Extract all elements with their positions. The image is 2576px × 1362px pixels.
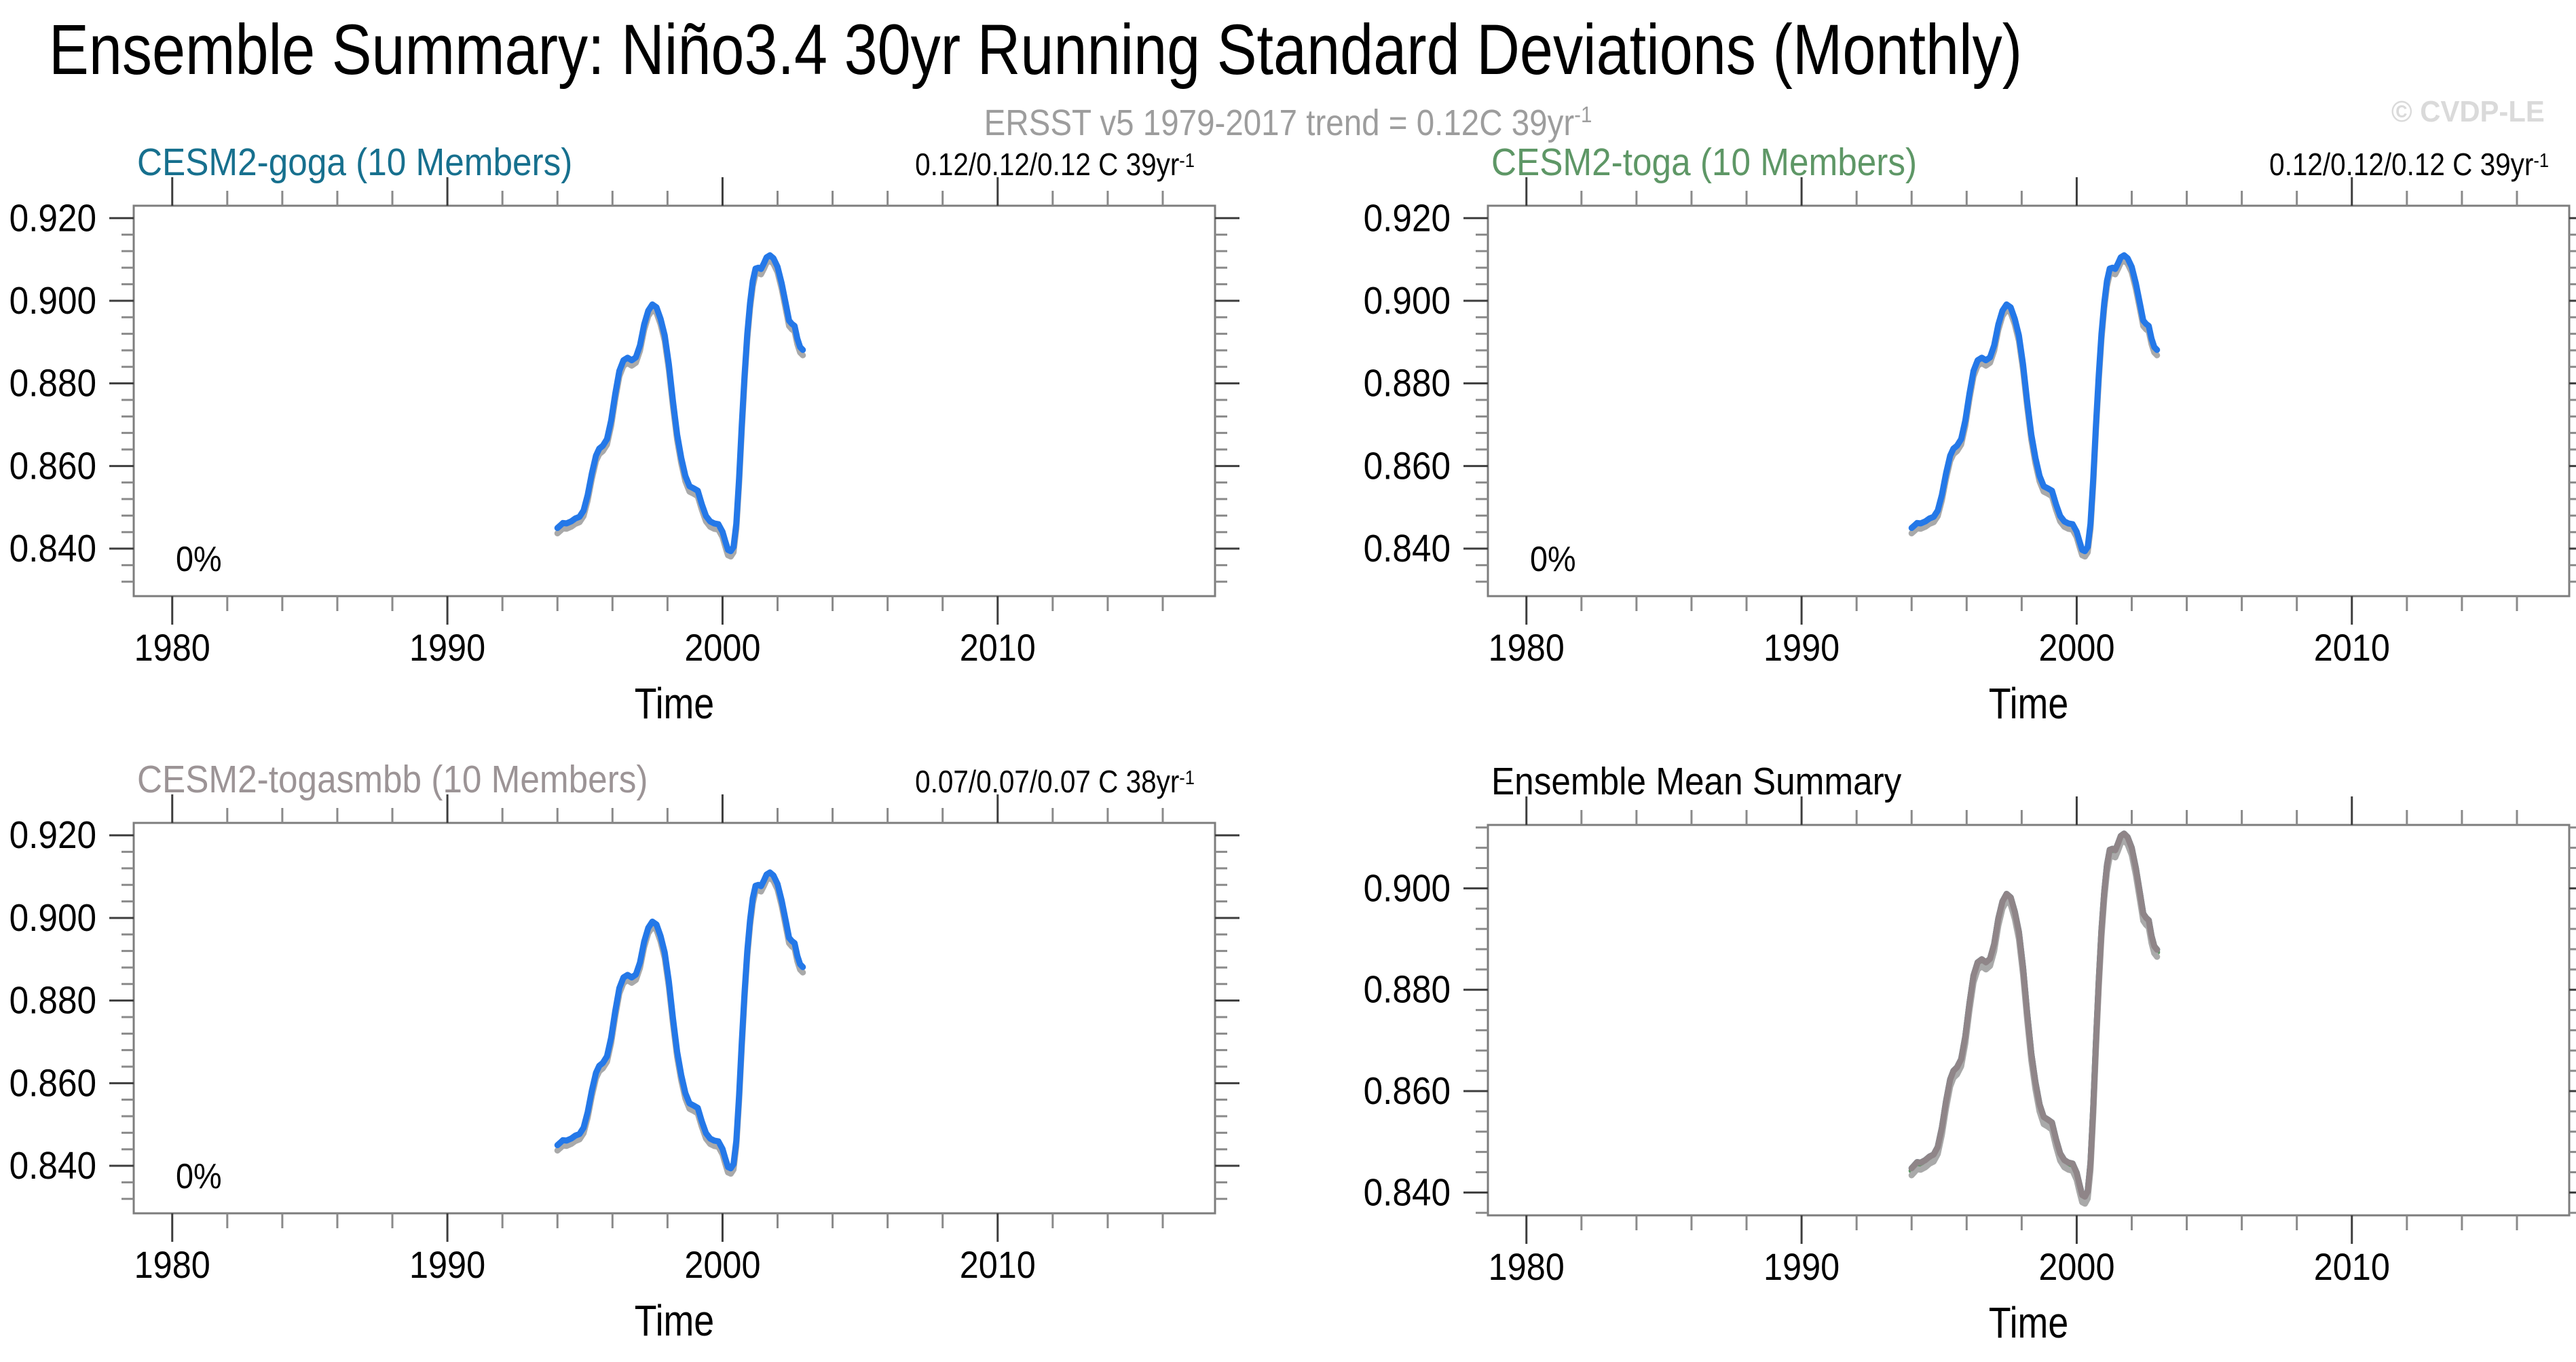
y-axis-tick-label: 0.880	[10, 362, 96, 405]
x-axis-tick-label: 2000	[2038, 1247, 2114, 1289]
series-line-ersst-v5-observations	[554, 257, 806, 560]
x-axis-tick-label: 1990	[409, 627, 485, 669]
x-axis-tick-label: 1980	[134, 627, 210, 669]
y-axis-tick-label: 0.920	[1364, 197, 1451, 240]
panel-title: CESM2-toga (10 Members)	[1491, 141, 1917, 184]
trend-annotation: 0.07/0.07/0.07 C 38yr-1	[915, 765, 1195, 800]
y-axis-tick-label: 0.900	[10, 279, 96, 322]
panel-cesm2-togasmbb: 1980 1990 2000 2010 0.840 0.860 0.880 0.900 0.92…	[10, 758, 1239, 1346]
panel-ensemble-mean-summary: 1980 1990 2000 2010 0.840 0.860 0.880 0.900 Ense…	[1364, 760, 2576, 1348]
corner-label-percent: 0%	[176, 1157, 222, 1196]
panel-title: CESM2-goga (10 Members)	[137, 141, 572, 184]
y-axis-tick-label: 0.920	[10, 197, 96, 240]
trend-annotation: 0.12/0.12/0.12 C 39yr-1	[2269, 148, 2549, 183]
series-line-ersst-v5-observations	[554, 875, 806, 1177]
corner-label-percent: 0%	[176, 540, 222, 579]
plot-area-frame	[1487, 204, 2571, 597]
y-axis-tick-label: 0.840	[10, 1145, 96, 1188]
x-axis-tick-label: 2000	[684, 627, 760, 669]
x-axis-tick-label: 1980	[1489, 627, 1565, 669]
y-axis-tick-label: 0.880	[10, 979, 96, 1022]
plot-area-frame	[132, 822, 1216, 1215]
x-axis-tick-label: 2000	[2038, 627, 2114, 669]
x-axis-tick-label: 1980	[134, 1245, 210, 1287]
series-line-cesm2-togasmbb-ensemble-mean	[554, 869, 806, 1172]
x-axis-title: Time	[1989, 1298, 2068, 1348]
y-axis-tick-label: 0.860	[10, 445, 96, 487]
figure-subtitle: ERSST v5 1979-2017 trend = 0.12C 39yr-1	[155, 102, 2422, 144]
trend-annotation: 0.12/0.12/0.12 C 39yr-1	[915, 148, 1195, 183]
panel-cesm2-goga: 1980 1990 2000 2010 0.840 0.860 0.880 0.900 0.92…	[10, 141, 1239, 729]
subtitle-text: ERSST v5 1979-2017 trend = 0.12C 39yr	[984, 103, 1575, 143]
panel-cesm2-toga: 1980 1990 2000 2010 0.840 0.860 0.880 0.900 0.92…	[1364, 141, 2576, 729]
x-axis-title: Time	[635, 1296, 714, 1346]
x-axis-tick-label: 2010	[960, 1245, 1036, 1287]
x-axis-tick-label: 2010	[2314, 1247, 2390, 1289]
x-axis-tick-label: 2000	[684, 1245, 760, 1287]
series-line-cesm2-toga-ensemble-mean	[1908, 252, 2161, 555]
series-line-cesm2-toga-ensemble-mean	[1908, 832, 2161, 1202]
y-axis-tick-label: 0.840	[1364, 528, 1451, 570]
x-axis-tick-label: 2010	[960, 627, 1036, 669]
y-axis-tick-label: 0.840	[1364, 1171, 1451, 1214]
y-axis-tick-label: 0.880	[1364, 968, 1451, 1011]
series-line-cesm2-goga-ensemble-mean	[1908, 830, 2161, 1200]
x-axis-title: Time	[635, 679, 714, 729]
y-axis-tick-label: 0.900	[1364, 279, 1451, 322]
series-line-cesm2-togasmbb-ensemble-mean	[1908, 830, 2161, 1200]
y-axis-tick-label: 0.920	[10, 814, 96, 857]
x-axis-title: Time	[1989, 679, 2068, 729]
plot-area-frame	[132, 204, 1216, 597]
y-axis-tick-label: 0.900	[1364, 867, 1451, 910]
x-axis-tick-label: 1980	[1489, 1247, 1565, 1289]
panel-title: CESM2-togasmbb (10 Members)	[137, 758, 648, 801]
series-line-ersst-v5-observations	[1908, 257, 2161, 560]
figure-title: Ensemble Summary: Niño3.4 30yr Running S…	[49, 10, 2023, 90]
x-axis-tick-label: 2010	[2314, 627, 2390, 669]
series-line-ersst-v5-observations	[1908, 837, 2161, 1207]
y-axis-tick-label: 0.860	[1364, 445, 1451, 487]
series-line-cesm2-goga-ensemble-mean	[554, 252, 806, 555]
x-axis-tick-label: 1990	[1763, 627, 1840, 669]
x-axis-tick-label: 1990	[1763, 1247, 1840, 1289]
watermark-cvdp-le: © CVDP-LE	[2391, 95, 2545, 128]
corner-label-percent: 0%	[1530, 540, 1576, 579]
subtitle-superscript: -1	[1574, 103, 1592, 128]
y-axis-tick-label: 0.840	[10, 528, 96, 570]
x-axis-tick-label: 1990	[409, 1245, 485, 1287]
y-axis-tick-label: 0.860	[10, 1062, 96, 1105]
panel-title: Ensemble Mean Summary	[1491, 760, 1901, 803]
y-axis-tick-label: 0.860	[1364, 1070, 1451, 1113]
y-axis-tick-label: 0.900	[10, 896, 96, 939]
plot-area-frame	[1487, 824, 2571, 1217]
y-axis-tick-label: 0.880	[1364, 362, 1451, 405]
